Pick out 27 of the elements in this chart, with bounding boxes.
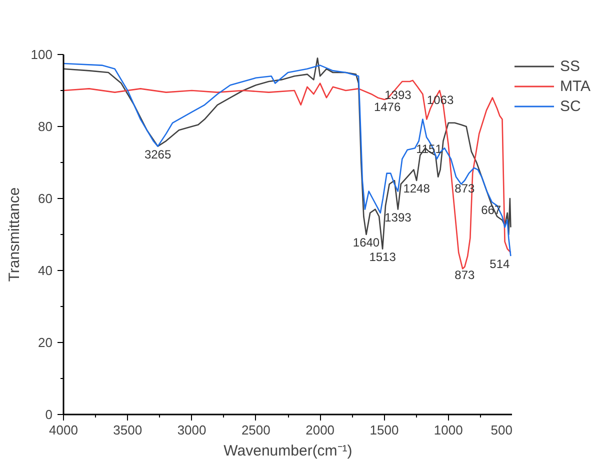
y-tick-label: 20 (38, 335, 53, 350)
y-tick-label: 100 (30, 47, 53, 62)
x-axis-title: Wavenumber(cm⁻¹) (224, 442, 352, 460)
annotation: 1640 (352, 236, 380, 250)
annotation: 1248 (403, 182, 430, 196)
x-tick-label: 1000 (434, 422, 463, 438)
x-tick-label: 3500 (113, 422, 142, 438)
x-tick-label: 2500 (241, 422, 270, 438)
y-axis-title: Transmittance (6, 187, 23, 282)
annotation: 1393 (384, 210, 412, 224)
legend-label: MTA (560, 78, 591, 94)
y-tick-label: 40 (38, 263, 53, 278)
x-tick-label: 3000 (177, 422, 206, 438)
y-tick-label: 60 (38, 191, 53, 206)
legend-label: SC (560, 98, 581, 114)
x-tick-label: 4000 (49, 422, 78, 438)
legend-label: SS (560, 58, 580, 74)
annotation: 1476 (374, 100, 401, 114)
y-tick-label: 0 (45, 407, 53, 422)
x-tick-label: 2000 (306, 422, 335, 438)
annotation: 873 (454, 268, 475, 282)
annotation: 3265 (144, 147, 172, 162)
x-tick-label: 500 (490, 422, 513, 438)
annotation: 514 (490, 257, 510, 272)
annotation: 1513 (369, 250, 396, 264)
x-tick-label: 1500 (370, 422, 399, 438)
y-tick-label: 80 (38, 119, 53, 134)
